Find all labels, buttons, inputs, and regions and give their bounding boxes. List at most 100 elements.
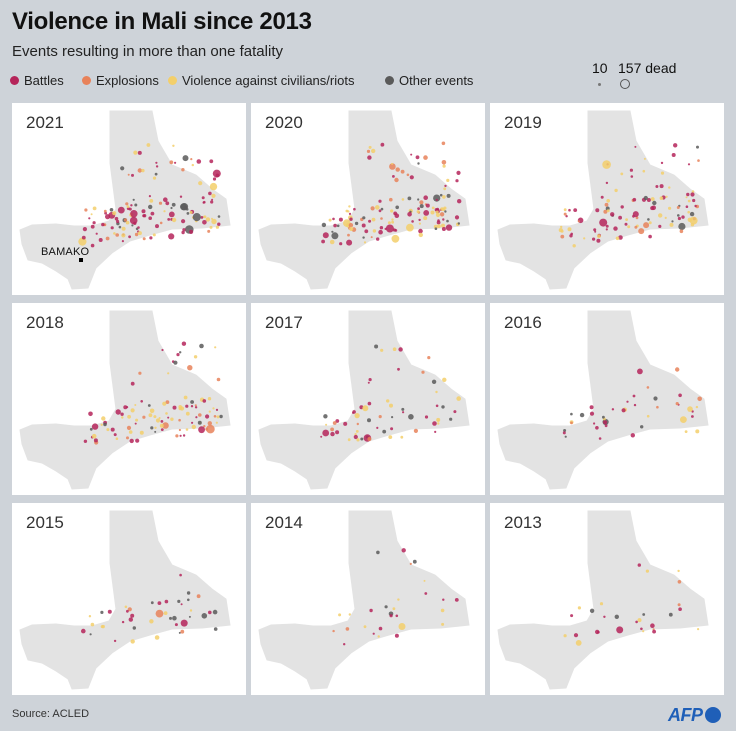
event-dot <box>692 198 696 203</box>
event-dot <box>685 196 688 199</box>
event-dot <box>155 224 159 229</box>
event-dot <box>331 230 334 233</box>
event-dot <box>397 367 400 371</box>
event-dot <box>366 149 371 153</box>
event-dot <box>180 619 188 627</box>
event-dot <box>142 415 146 419</box>
event-dot <box>189 210 193 214</box>
event-dot <box>348 212 352 215</box>
event-dot <box>171 202 176 207</box>
event-dot <box>423 195 428 200</box>
event-dot <box>677 569 680 573</box>
event-dot <box>409 175 414 180</box>
event-dot <box>627 225 631 229</box>
event-dot <box>397 598 400 601</box>
event-dot <box>112 211 117 216</box>
event-dot <box>208 610 212 615</box>
event-dot <box>400 435 404 439</box>
event-dot <box>148 413 153 418</box>
event-dot <box>442 195 446 199</box>
event-dot <box>655 185 659 188</box>
event-dot <box>436 220 441 225</box>
page-subtitle: Events resulting in more than one fatali… <box>12 43 283 60</box>
map-panel-2016: 2016 <box>490 303 724 495</box>
event-dot <box>569 234 573 238</box>
event-dot <box>677 603 681 607</box>
event-dot <box>368 145 372 149</box>
event-dot <box>374 344 379 349</box>
event-dot <box>678 607 682 611</box>
event-dot <box>132 626 136 630</box>
event-dot <box>593 422 596 425</box>
event-dot <box>320 435 323 438</box>
event-dot <box>677 214 680 217</box>
map-panel-2019: 2019 <box>490 103 724 295</box>
event-dot <box>91 433 97 439</box>
afp-logo-text: AFP <box>668 704 703 725</box>
event-dot <box>188 615 191 618</box>
event-dot <box>128 617 133 622</box>
legend-label: Battles <box>24 73 64 88</box>
event-dot <box>409 562 412 565</box>
event-dot <box>600 195 604 199</box>
panel-year: 2013 <box>504 513 542 532</box>
event-dot <box>380 348 384 352</box>
event-dot <box>454 598 459 602</box>
event-dot <box>103 422 107 427</box>
event-dot <box>126 425 132 430</box>
event-dot <box>190 405 194 408</box>
map-svg <box>497 510 709 690</box>
event-dot <box>635 216 639 220</box>
event-dot <box>570 421 573 425</box>
event-dot <box>389 163 396 170</box>
event-dot <box>567 227 572 232</box>
event-dot <box>205 427 209 431</box>
event-dot <box>648 221 652 225</box>
event-dot <box>669 222 674 227</box>
event-dot <box>207 229 211 233</box>
event-dot <box>417 207 420 210</box>
event-dot <box>412 559 417 564</box>
mali-country-shape <box>497 310 709 490</box>
event-dot <box>439 212 445 217</box>
event-dot <box>182 228 186 232</box>
event-dot <box>160 420 164 423</box>
event-dot <box>107 609 112 614</box>
event-dot <box>116 219 120 224</box>
event-dot <box>694 204 697 208</box>
size-legend: 10 157 dead <box>590 60 710 92</box>
event-dot <box>154 430 157 433</box>
event-dot <box>78 237 87 246</box>
event-dot <box>201 613 208 619</box>
event-dot <box>401 198 405 201</box>
event-dot <box>434 430 437 433</box>
event-dot <box>180 629 185 634</box>
event-dot <box>150 601 154 605</box>
event-dot <box>446 193 451 198</box>
event-dot <box>134 422 137 425</box>
event-dot <box>687 210 690 214</box>
event-dot <box>348 205 351 208</box>
event-dot <box>104 211 107 215</box>
event-dot <box>95 232 98 235</box>
event-dot <box>402 411 405 414</box>
event-dot <box>209 159 214 164</box>
event-dot <box>92 206 97 211</box>
event-dot <box>573 208 578 212</box>
event-dot <box>335 419 340 423</box>
event-dot <box>201 196 205 200</box>
event-dot <box>168 211 175 218</box>
event-dot <box>172 144 175 147</box>
event-dot <box>142 237 146 241</box>
event-dot <box>139 430 144 435</box>
map-svg <box>258 310 470 490</box>
event-dot <box>583 237 586 240</box>
event-dot <box>437 419 440 422</box>
event-dot <box>690 192 695 197</box>
event-dot <box>114 216 119 221</box>
event-dot <box>643 222 650 229</box>
legend-item-battles: Battles <box>10 73 64 88</box>
event-dot <box>339 242 343 246</box>
event-dot <box>386 399 390 403</box>
event-dot <box>124 605 128 609</box>
